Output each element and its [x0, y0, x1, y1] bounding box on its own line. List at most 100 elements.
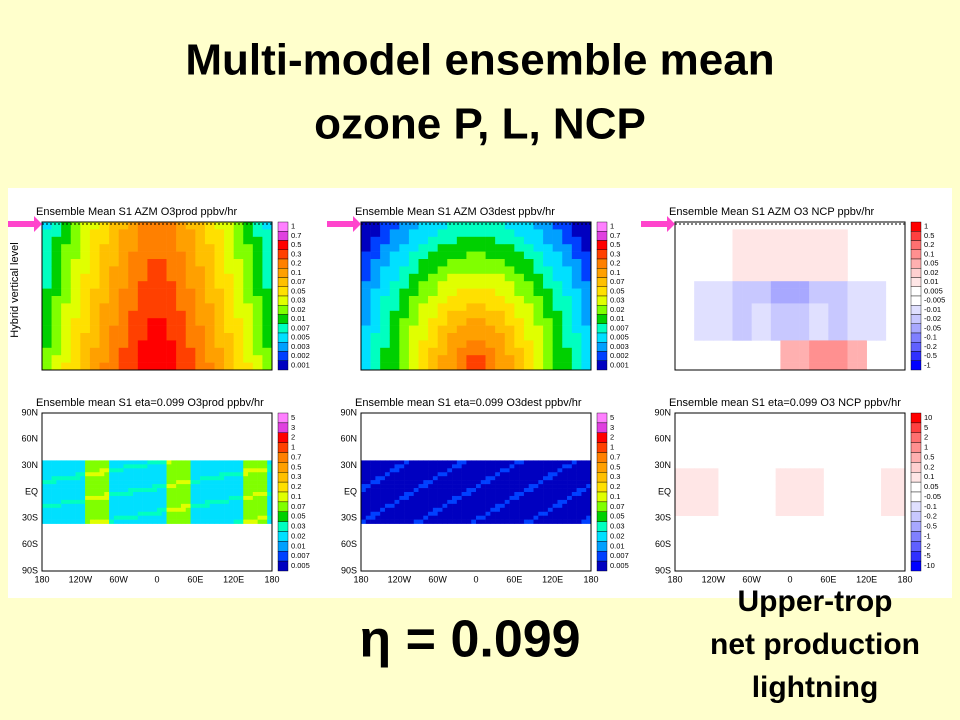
field-cell [533, 244, 544, 252]
field-cell [571, 507, 577, 513]
field-cell [224, 468, 230, 473]
field-cell [432, 499, 438, 505]
field-cell [267, 515, 273, 520]
field-cell [694, 476, 700, 481]
field-cell [543, 244, 553, 252]
field-cell [698, 480, 705, 485]
field-cell [466, 476, 472, 481]
field-cell [267, 484, 273, 489]
field-cell [818, 476, 824, 481]
field-cell [547, 503, 553, 509]
field-cell [543, 266, 553, 275]
field-cell [456, 222, 467, 230]
field-cell [543, 325, 553, 334]
field-cell [809, 273, 820, 282]
field-cell [262, 347, 273, 356]
field-cell [384, 507, 391, 513]
field-cell [389, 288, 400, 297]
field-cell [581, 333, 592, 341]
field-cell [113, 499, 119, 505]
field-cell [89, 266, 100, 275]
colorbar-swatch [910, 452, 922, 463]
field-cell [804, 495, 810, 501]
field-cell [504, 340, 515, 349]
field-cell [142, 460, 148, 465]
field-cell [514, 259, 525, 267]
field-cell [581, 355, 592, 363]
field-cell [432, 484, 438, 489]
field-cell [571, 480, 577, 485]
field-cell [818, 244, 829, 252]
field-cell [732, 273, 743, 282]
field-cell [51, 507, 57, 513]
lat-label: EQ [658, 486, 671, 496]
field-cell [399, 503, 405, 509]
colorbar-swatch [910, 560, 922, 572]
field-cell [46, 495, 52, 501]
field-cell [370, 484, 376, 489]
field-cell [442, 484, 448, 489]
field-cell [533, 281, 544, 289]
field-cell [495, 515, 501, 520]
field-cell [51, 288, 62, 297]
field-cell [847, 310, 858, 319]
field-cell [418, 325, 429, 334]
colorbar-swatch [910, 351, 922, 361]
field-cell [437, 480, 443, 485]
field-cell [243, 460, 249, 465]
field-cell [204, 229, 215, 238]
field-cell [495, 476, 501, 481]
field-cell [389, 281, 400, 289]
field-cell [533, 492, 539, 497]
field-cell [51, 333, 62, 341]
field-cell [89, 229, 100, 238]
field-cell [233, 464, 239, 469]
field-cell [214, 266, 225, 275]
field-cell [204, 503, 211, 509]
field-cell [51, 347, 62, 356]
field-cell [567, 511, 573, 516]
field-cell [147, 236, 158, 245]
field-cell [238, 472, 244, 477]
field-cell [204, 296, 215, 304]
field-cell [476, 259, 486, 267]
field-cell [389, 499, 395, 505]
field-cell [147, 484, 153, 489]
field-cell [523, 244, 534, 252]
field-cell [538, 503, 544, 509]
field-cell [900, 472, 906, 477]
field-cell [586, 480, 592, 485]
field-cell [128, 495, 134, 501]
field-cell [142, 468, 148, 473]
colorbar-label: 0.001 [610, 360, 629, 369]
field-cell [408, 464, 415, 469]
field-cell [576, 476, 582, 481]
field-cell [399, 468, 405, 473]
field-cell [80, 266, 91, 275]
field-cell [581, 484, 587, 489]
colorbar-swatch [277, 314, 289, 324]
field-cell [209, 480, 215, 485]
field-cell [262, 355, 273, 363]
field-cell [533, 480, 539, 485]
field-cell [423, 488, 429, 493]
field-cell [248, 480, 254, 485]
field-cell [586, 515, 592, 520]
field-cell [209, 488, 215, 493]
field-cell [775, 511, 781, 516]
field-cell [161, 488, 167, 493]
field-cell [456, 266, 467, 275]
field-cell [51, 318, 62, 326]
field-cell [504, 515, 510, 520]
field-cell [794, 511, 800, 516]
field-cell [104, 519, 110, 524]
field-cell [442, 519, 448, 524]
field-cell [885, 495, 891, 501]
field-cell [437, 310, 448, 319]
field-cell [809, 480, 815, 485]
field-cell [166, 464, 172, 469]
field-cell [847, 340, 858, 349]
field-cell [404, 495, 410, 501]
field-cell [471, 515, 477, 520]
field-cell [790, 362, 800, 371]
